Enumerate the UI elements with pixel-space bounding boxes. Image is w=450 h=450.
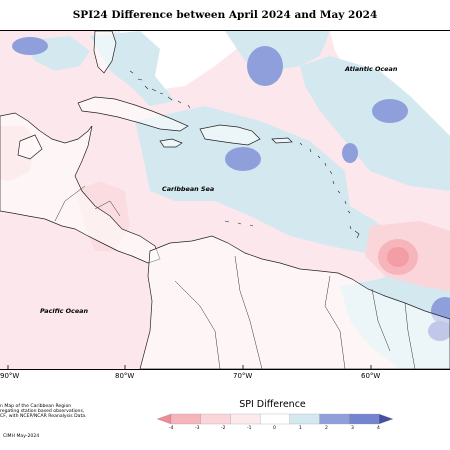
credit-text: CIMH May-2024 [3, 434, 40, 439]
legend-tick-label: -1 [247, 426, 252, 431]
lon-label-80w: 80°W [115, 372, 135, 380]
blue-spot-atlantic [372, 99, 408, 123]
legend-swatch [259, 413, 291, 425]
legend-tick-label: 3 [351, 426, 354, 431]
legend-swatch [170, 413, 201, 425]
legend-tick-label: -3 [195, 426, 200, 431]
legend-tick-label: 4 [377, 426, 380, 431]
longitude-ticks [7, 365, 372, 369]
land-cuba [77, 96, 189, 132]
land-yucatan [17, 134, 43, 160]
atlantic-ocean-label: Atlantic Ocean [344, 65, 398, 73]
land-south-america [139, 235, 450, 369]
blue-spot-antilles [342, 143, 358, 163]
land-puerto-rico [271, 137, 293, 144]
border-colombia-venezuela [234, 255, 263, 369]
legend-swatch [230, 413, 261, 425]
abc-islands [224, 220, 254, 227]
legend-title: SPI Difference [239, 399, 306, 410]
small-islands [129, 70, 360, 239]
legend-swatch [319, 413, 350, 425]
border-suriname-guiana [404, 302, 416, 369]
border-venezuela-guyana [324, 275, 346, 369]
country-borders [54, 185, 416, 369]
map-title: SPI24 Difference between April 2024 and … [72, 9, 378, 21]
legend-swatch [378, 413, 393, 425]
legend-swatches [157, 413, 393, 425]
pink-core-east [387, 247, 409, 267]
map-panel: Atlantic Ocean Caribbean Sea Pacific Oce… [0, 30, 450, 370]
border-honduras [94, 200, 121, 217]
footnote-line-1: n Map of the Caribbean Region [0, 404, 72, 409]
map-footnote: n Map of the Caribbean Region regating s… [0, 404, 120, 420]
lon-label-70w: 70°W [233, 372, 253, 380]
footnote-line-3: CF, with NCEP/NCAR Reanalysis Data. [0, 414, 87, 420]
legend-swatch [200, 413, 231, 425]
border-guyana-suriname [371, 288, 391, 352]
legend-colorbar [157, 413, 393, 425]
border-guatemala [54, 185, 86, 222]
border-colombia-ecuador [174, 280, 221, 369]
legend-tick-label: 0 [273, 426, 276, 431]
land-hispaniola [199, 124, 261, 146]
choropleth-map: Atlantic Ocean Caribbean Sea Pacific Oce… [0, 31, 450, 369]
legend-swatch [157, 413, 172, 425]
lon-label-60w: 60°W [361, 372, 381, 380]
trinidad [354, 230, 360, 239]
legend-swatch [289, 413, 320, 425]
caribbean-sea-label: Caribbean Sea [162, 185, 214, 193]
bahamas-islands [129, 70, 191, 109]
blue-spot-hispaniola [225, 147, 261, 171]
legend-swatch [349, 413, 380, 425]
lon-label-90w: 90°W [0, 372, 20, 380]
footnote-line-2: regating station based observations, [0, 409, 85, 415]
land-masses [0, 31, 450, 369]
lesser-antilles [299, 142, 352, 230]
land-florida [93, 31, 117, 74]
light-blue-zone-atlantic [300, 56, 450, 191]
pacific-ocean-label: Pacific Ocean [40, 307, 88, 315]
legend-tick-label: 1 [299, 426, 302, 431]
blue-spot-north [247, 46, 283, 86]
light-blue-zone-caribbean [135, 106, 400, 256]
legend-tick-label: 2 [325, 426, 328, 431]
legend-tick-label: -4 [169, 426, 174, 431]
blue-spot-gulf [12, 37, 48, 55]
legend-tick-label: -2 [221, 426, 226, 431]
land-jamaica [159, 138, 183, 148]
